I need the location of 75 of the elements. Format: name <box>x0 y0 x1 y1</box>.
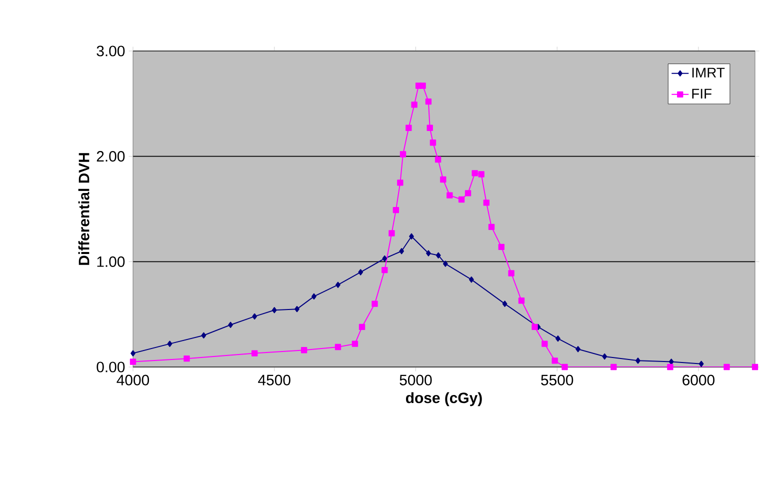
legend-label: FIF <box>692 88 712 98</box>
y-tick-label: 1.00 <box>97 256 125 267</box>
point <box>518 298 525 304</box>
point <box>562 364 568 370</box>
legend-label: IMRT <box>692 68 725 78</box>
point <box>724 364 730 370</box>
point <box>358 269 364 276</box>
x-tick-label: 4500 <box>258 374 290 386</box>
x-tick-label: 6000 <box>682 374 714 386</box>
point <box>397 180 404 186</box>
point <box>312 293 316 300</box>
point <box>425 98 432 105</box>
x-tick-label: 4000 <box>116 374 150 386</box>
point <box>472 170 478 176</box>
point <box>130 358 136 365</box>
point <box>434 156 442 163</box>
point <box>358 324 366 330</box>
point <box>542 340 548 347</box>
point <box>167 340 172 347</box>
point <box>228 322 233 328</box>
point <box>698 360 704 367</box>
point <box>478 171 484 178</box>
point <box>508 270 514 276</box>
point <box>556 335 560 342</box>
point <box>436 252 441 258</box>
point <box>752 364 758 370</box>
point <box>388 230 395 236</box>
point <box>483 200 490 206</box>
x-axis-title: dose (cGy) <box>406 392 482 406</box>
y-tick-label: 2.00 <box>96 151 125 162</box>
point <box>442 260 448 267</box>
point <box>498 244 504 250</box>
point <box>532 324 538 330</box>
point <box>334 344 342 350</box>
point <box>352 340 358 347</box>
point <box>382 267 388 274</box>
point <box>392 206 400 214</box>
point <box>430 140 436 146</box>
point <box>440 176 446 183</box>
y-tick-label: 0.00 <box>96 362 125 372</box>
point <box>272 307 277 314</box>
point <box>252 313 258 320</box>
point <box>602 353 608 360</box>
point <box>294 306 300 312</box>
point <box>130 350 136 356</box>
y-axis-title: Differential DVH <box>78 153 90 265</box>
point <box>576 346 580 352</box>
point <box>426 124 433 131</box>
point <box>400 151 406 158</box>
point <box>636 358 640 364</box>
point <box>426 250 431 256</box>
point <box>251 350 258 356</box>
point <box>464 190 472 196</box>
point <box>411 102 418 108</box>
point <box>300 347 308 354</box>
point <box>488 224 495 230</box>
point <box>468 276 474 283</box>
x-tick-label: 5500 <box>541 374 574 386</box>
point <box>336 282 340 288</box>
point <box>382 255 388 262</box>
point <box>372 300 378 307</box>
point <box>446 192 453 198</box>
point <box>409 233 414 240</box>
point <box>458 196 465 203</box>
point <box>502 300 508 307</box>
y-tick-label: 3.00 <box>96 46 125 56</box>
point <box>184 355 190 362</box>
point <box>610 364 617 370</box>
point <box>399 248 404 254</box>
point <box>667 364 674 370</box>
point <box>201 332 206 338</box>
x-tick-label: 5000 <box>400 374 432 386</box>
point <box>406 124 412 131</box>
point <box>420 82 426 89</box>
point <box>552 358 558 364</box>
